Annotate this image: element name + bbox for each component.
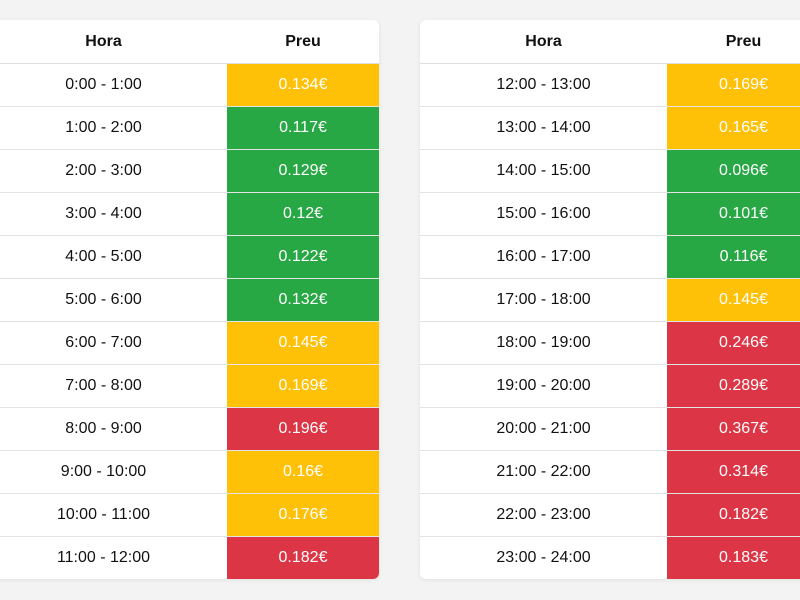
table-row: 0:00 - 1:00 0.134€ bbox=[0, 63, 379, 107]
hour-cell: 21:00 - 22:00 bbox=[420, 450, 667, 494]
hour-column-header: Hora bbox=[420, 20, 667, 64]
table-header-row: Hora Preu bbox=[420, 20, 800, 64]
price-cell: 0.129€ bbox=[227, 149, 379, 193]
table-row: 7:00 - 8:00 0.169€ bbox=[0, 364, 379, 408]
table-row: 20:00 - 21:00 0.367€ bbox=[420, 407, 800, 451]
hour-cell: 15:00 - 16:00 bbox=[420, 192, 667, 236]
price-cell: 0.117€ bbox=[227, 106, 379, 150]
price-cell: 0.182€ bbox=[667, 493, 800, 537]
price-cell: 0.183€ bbox=[667, 536, 800, 579]
table-row: 3:00 - 4:00 0.12€ bbox=[0, 192, 379, 236]
table-row: 1:00 - 2:00 0.117€ bbox=[0, 106, 379, 150]
table-row: 12:00 - 13:00 0.169€ bbox=[420, 63, 800, 107]
price-cell: 0.196€ bbox=[227, 407, 379, 451]
hour-cell: 1:00 - 2:00 bbox=[0, 106, 227, 150]
price-table-body: 0:00 - 1:00 0.134€ 1:00 - 2:00 0.117€ 2:00 -… bbox=[0, 63, 379, 579]
price-cell: 0.101€ bbox=[667, 192, 800, 236]
table-row: 2:00 - 3:00 0.129€ bbox=[0, 149, 379, 193]
price-column-header: Preu bbox=[667, 20, 800, 64]
price-cell: 0.096€ bbox=[667, 149, 800, 193]
price-cell: 0.12€ bbox=[227, 192, 379, 236]
hour-cell: 16:00 - 17:00 bbox=[420, 235, 667, 279]
table-row: 17:00 - 18:00 0.145€ bbox=[420, 278, 800, 322]
table-row: 19:00 - 20:00 0.289€ bbox=[420, 364, 800, 408]
hour-cell: 2:00 - 3:00 bbox=[0, 149, 227, 193]
hour-cell: 12:00 - 13:00 bbox=[420, 63, 667, 107]
hour-cell: 8:00 - 9:00 bbox=[0, 407, 227, 451]
hour-cell: 20:00 - 21:00 bbox=[420, 407, 667, 451]
hour-cell: 4:00 - 5:00 bbox=[0, 235, 227, 279]
table-row: 14:00 - 15:00 0.096€ bbox=[420, 149, 800, 193]
hour-cell: 5:00 - 6:00 bbox=[0, 278, 227, 322]
table-row: 11:00 - 12:00 0.182€ bbox=[0, 536, 379, 579]
price-cell: 0.182€ bbox=[227, 536, 379, 579]
hour-cell: 0:00 - 1:00 bbox=[0, 63, 227, 107]
hour-cell: 18:00 - 19:00 bbox=[420, 321, 667, 365]
price-table-card-morning: Hora Preu 0:00 - 1:00 0.134€ 1:00 - 2:00 0.… bbox=[0, 20, 379, 579]
table-row: 8:00 - 9:00 0.196€ bbox=[0, 407, 379, 451]
hour-cell: 11:00 - 12:00 bbox=[56, 549, 151, 566]
hour-cell: 22:00 - 23:00 bbox=[420, 493, 667, 537]
hour-cell: 9:00 - 10:00 bbox=[0, 450, 227, 494]
hour-column-header: Hora bbox=[0, 20, 227, 64]
price-table: Hora Preu 12:00 - 13:00 0.169€ 13:00 - 14:… bbox=[420, 20, 800, 579]
price-cell: 0.145€ bbox=[227, 321, 379, 365]
table-row: 18:00 - 19:00 0.246€ bbox=[420, 321, 800, 365]
table-row: 9:00 - 10:00 0.16€ bbox=[0, 450, 379, 494]
table-row: 5:00 - 6:00 0.132€ bbox=[0, 278, 379, 322]
table-row: 23:00 - 24:00 0.183€ bbox=[420, 536, 800, 579]
hour-cell: 3:00 - 4:00 bbox=[0, 192, 227, 236]
price-cell: 0.16€ bbox=[227, 450, 379, 494]
table-row: 22:00 - 23:00 0.182€ bbox=[420, 493, 800, 537]
price-cell: 0.367€ bbox=[667, 407, 800, 451]
table-row: 4:00 - 5:00 0.122€ bbox=[0, 235, 379, 279]
price-cell: 0.289€ bbox=[667, 364, 800, 408]
price-cell: 0.134€ bbox=[227, 63, 379, 107]
price-cell: 0.246€ bbox=[667, 321, 800, 365]
price-cell: 0.176€ bbox=[227, 493, 379, 537]
hour-cell: 19:00 - 20:00 bbox=[420, 364, 667, 408]
table-row: 16:00 - 17:00 0.116€ bbox=[420, 235, 800, 279]
price-cell: 0.132€ bbox=[227, 278, 379, 322]
table-row: 10:00 - 11:00 0.176€ bbox=[0, 493, 379, 537]
table-header-row: Hora Preu bbox=[0, 20, 379, 64]
price-cell: 0.169€ bbox=[667, 63, 800, 107]
price-column-header: Preu bbox=[227, 20, 379, 64]
table-row: 13:00 - 14:00 0.165€ bbox=[420, 106, 800, 150]
price-table: Hora Preu 0:00 - 1:00 0.134€ 1:00 - 2:00 0.… bbox=[0, 20, 379, 579]
hour-cell: 7:00 - 8:00 bbox=[0, 364, 227, 408]
hour-cell: 13:00 - 14:00 bbox=[420, 106, 667, 150]
price-cell: 0.122€ bbox=[227, 235, 379, 279]
table-row: 6:00 - 7:00 0.145€ bbox=[0, 321, 379, 365]
price-table-card-afternoon: Hora Preu 12:00 - 13:00 0.169€ 13:00 - 14:… bbox=[420, 20, 800, 579]
hour-cell: 10:00 - 11:00 bbox=[0, 493, 227, 537]
table-row: 15:00 - 16:00 0.101€ bbox=[420, 192, 800, 236]
price-table-body: 12:00 - 13:00 0.169€ 13:00 - 14:00 0.165€ 14… bbox=[420, 63, 800, 579]
hour-cell: 6:00 - 7:00 bbox=[0, 321, 227, 365]
hour-cell: 14:00 - 15:00 bbox=[420, 149, 667, 193]
price-cell: 0.116€ bbox=[667, 235, 800, 279]
price-cell: 0.165€ bbox=[667, 106, 800, 150]
price-cell: 0.314€ bbox=[667, 450, 800, 494]
hour-cell: 17:00 - 18:00 bbox=[420, 278, 667, 322]
price-cell: 0.169€ bbox=[227, 364, 379, 408]
table-row: 21:00 - 22:00 0.314€ bbox=[420, 450, 800, 494]
price-cell: 0.145€ bbox=[667, 278, 800, 322]
hour-cell: 23:00 - 24:00 bbox=[496, 549, 591, 566]
